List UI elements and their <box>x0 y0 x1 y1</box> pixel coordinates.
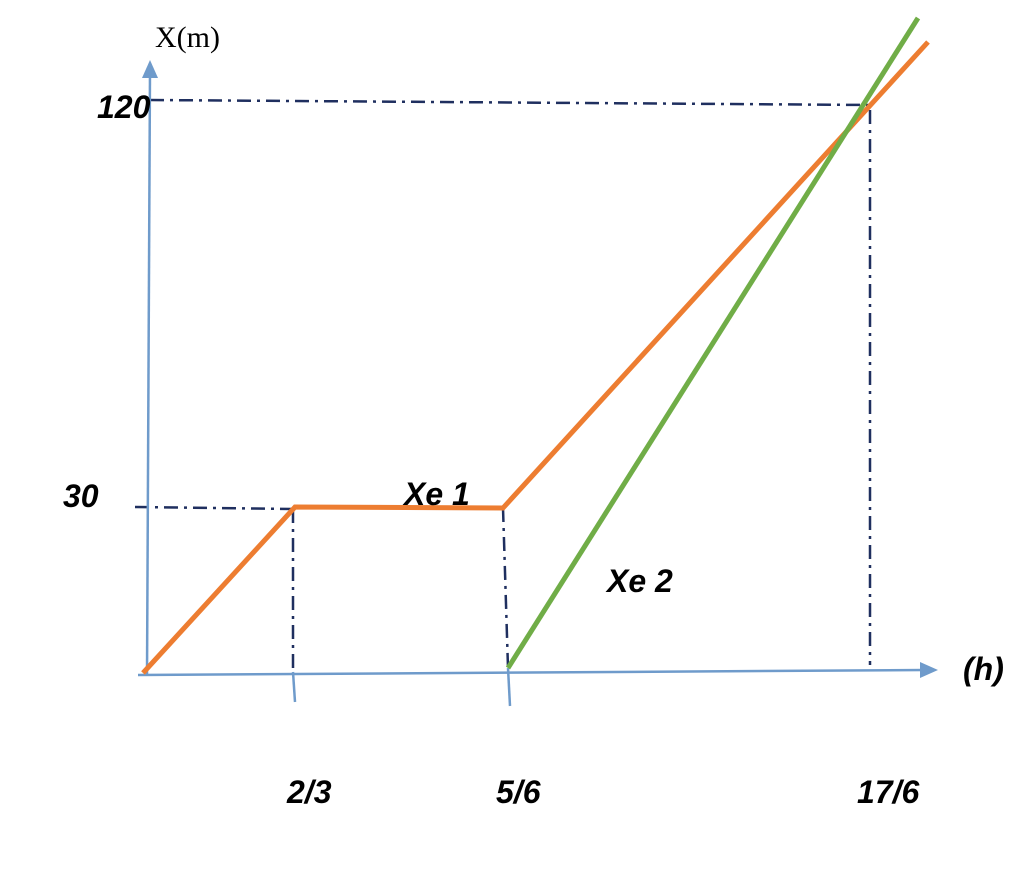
x-label: 5/6 <box>496 774 541 810</box>
guide-120 <box>149 98 872 665</box>
series-label: Xe 1 <box>402 476 470 512</box>
y-axis-label: X(m) <box>155 21 220 54</box>
x-tick <box>291 671 297 703</box>
y-label: 120 <box>97 89 151 125</box>
x-tick <box>506 667 512 707</box>
series-label: Xe 2 <box>605 563 673 599</box>
x-label: 2/3 <box>286 774 332 810</box>
y-axis <box>145 69 152 676</box>
guides <box>134 98 872 672</box>
x-label: 17/6 <box>857 774 919 810</box>
guide-5-6 <box>501 507 510 669</box>
x-arrow <box>920 662 938 678</box>
x-axis-label: (h) <box>963 651 1004 687</box>
line-xe2 <box>505 16 921 670</box>
guide-30 <box>134 505 294 511</box>
y-label: 30 <box>63 478 99 514</box>
x-axis <box>137 668 926 677</box>
axes <box>137 60 938 707</box>
y-arrow <box>142 60 158 78</box>
line-xe1 <box>141 40 930 675</box>
